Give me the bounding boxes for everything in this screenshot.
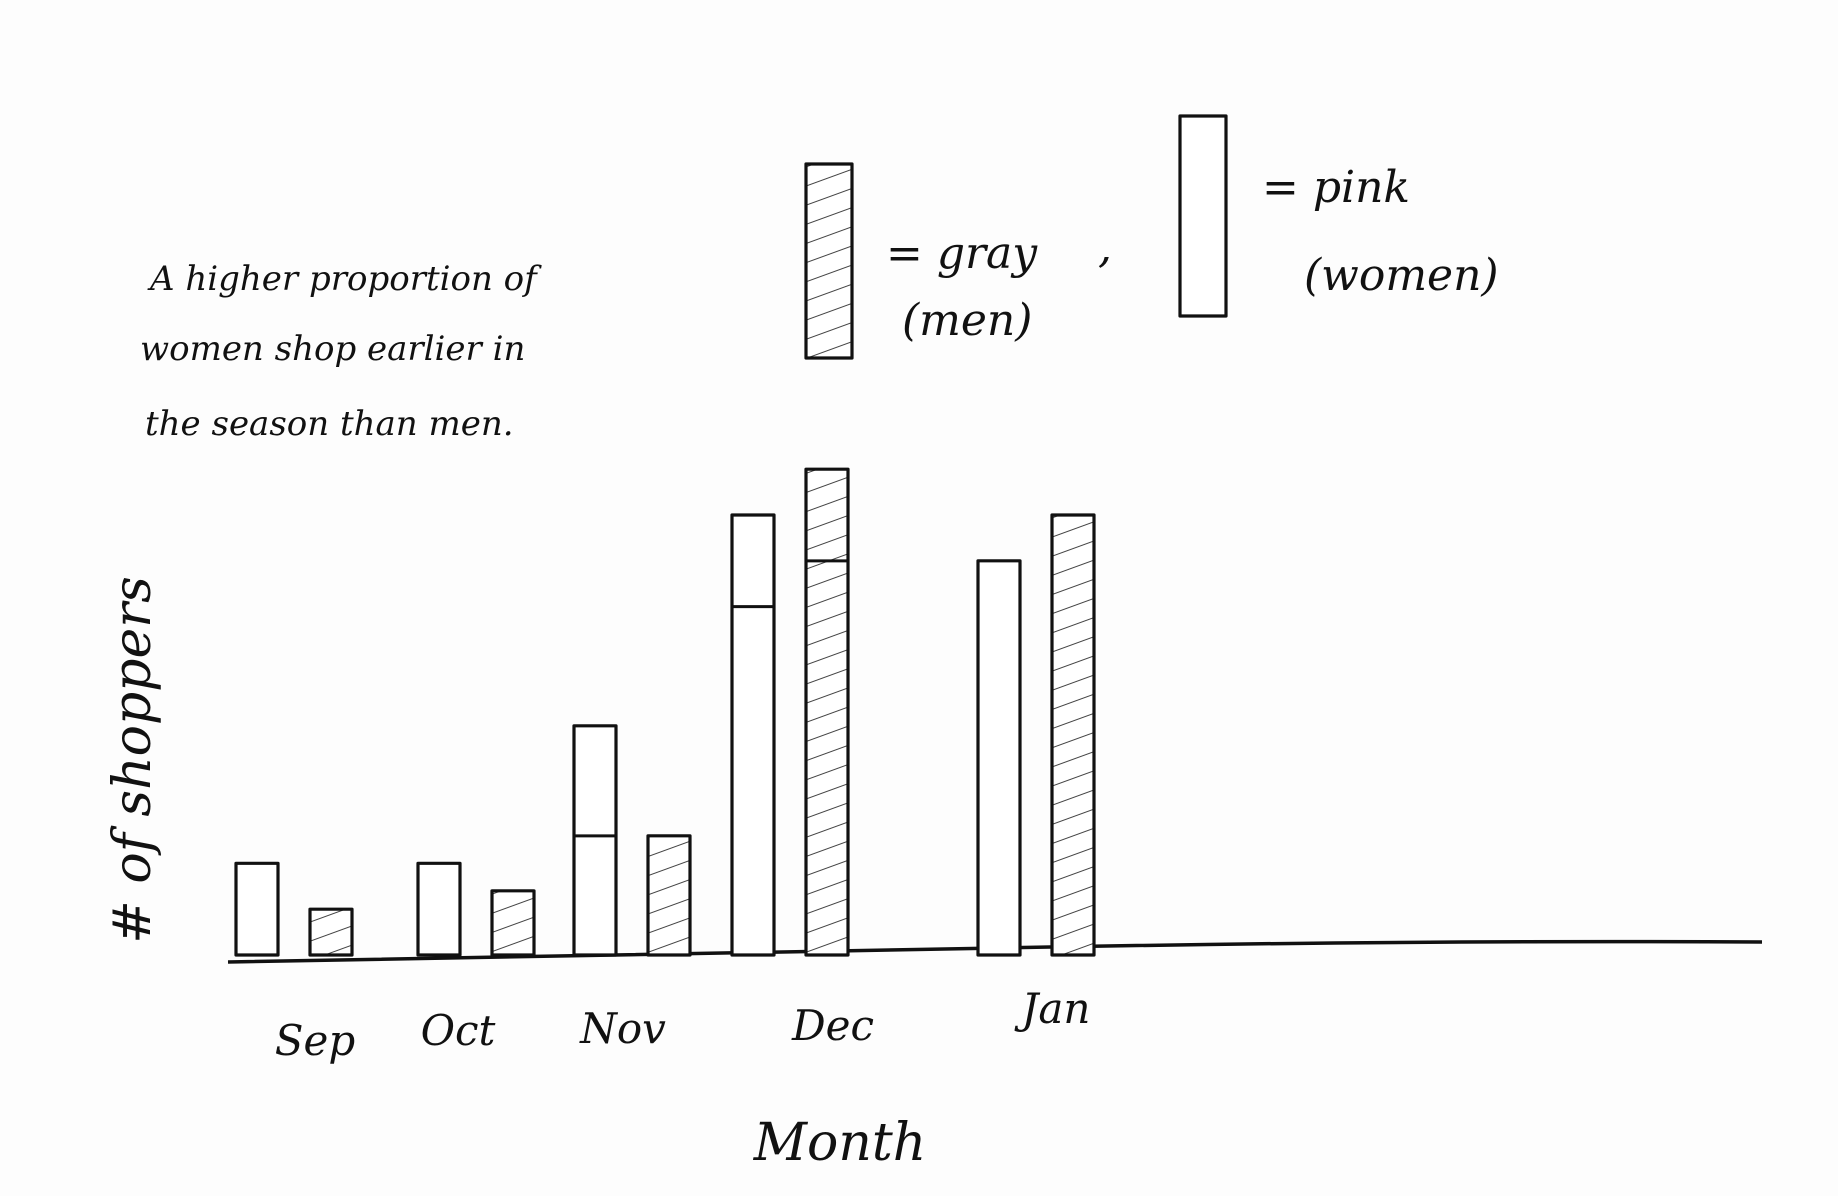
x-tick-dec: Dec — [791, 1001, 874, 1050]
bar-pink-jan — [976, 559, 1022, 957]
x-tick-jan: Jan — [1014, 984, 1091, 1033]
bars-layer — [234, 467, 1096, 957]
y-axis-title: # of shoppers — [103, 576, 163, 944]
legend-pink-sublabel: (women) — [1304, 250, 1499, 301]
bar-pink-nov — [572, 724, 618, 957]
bar-gray-dec — [804, 467, 850, 957]
bar-pink-dec — [730, 513, 776, 957]
bar-pink-oct — [416, 861, 462, 957]
legend-separator: , — [1098, 222, 1112, 273]
bar-pink-sep — [234, 861, 280, 957]
legend-pink-label: = pink — [1262, 162, 1410, 213]
bar-gray-jan — [1050, 513, 1096, 957]
annotation-line-2: women shop earlier in — [140, 329, 525, 369]
legend-gray-label: = gray — [886, 228, 1038, 279]
x-tick-nov: Nov — [579, 1004, 666, 1053]
bar-gray-sep — [308, 907, 354, 957]
bar-gray-nov — [646, 834, 692, 957]
legend-gray-sublabel: (men) — [902, 295, 1032, 346]
legend-gray-swatch — [804, 162, 854, 360]
x-axis-title: Month — [753, 1113, 926, 1173]
tick-labels-layer: Sep Oct Nov Dec Jan — [275, 984, 1091, 1065]
legend: = gray (men) , = pink (women) — [804, 114, 1499, 360]
annotation-line-3: the season than men. — [145, 404, 514, 444]
annotation-line-1: A higher proportion of — [147, 259, 542, 299]
legend-pink-swatch — [1178, 114, 1228, 318]
bar-gray-oct — [490, 889, 536, 957]
x-tick-sep: Sep — [275, 1016, 356, 1065]
x-tick-oct: Oct — [421, 1006, 496, 1055]
